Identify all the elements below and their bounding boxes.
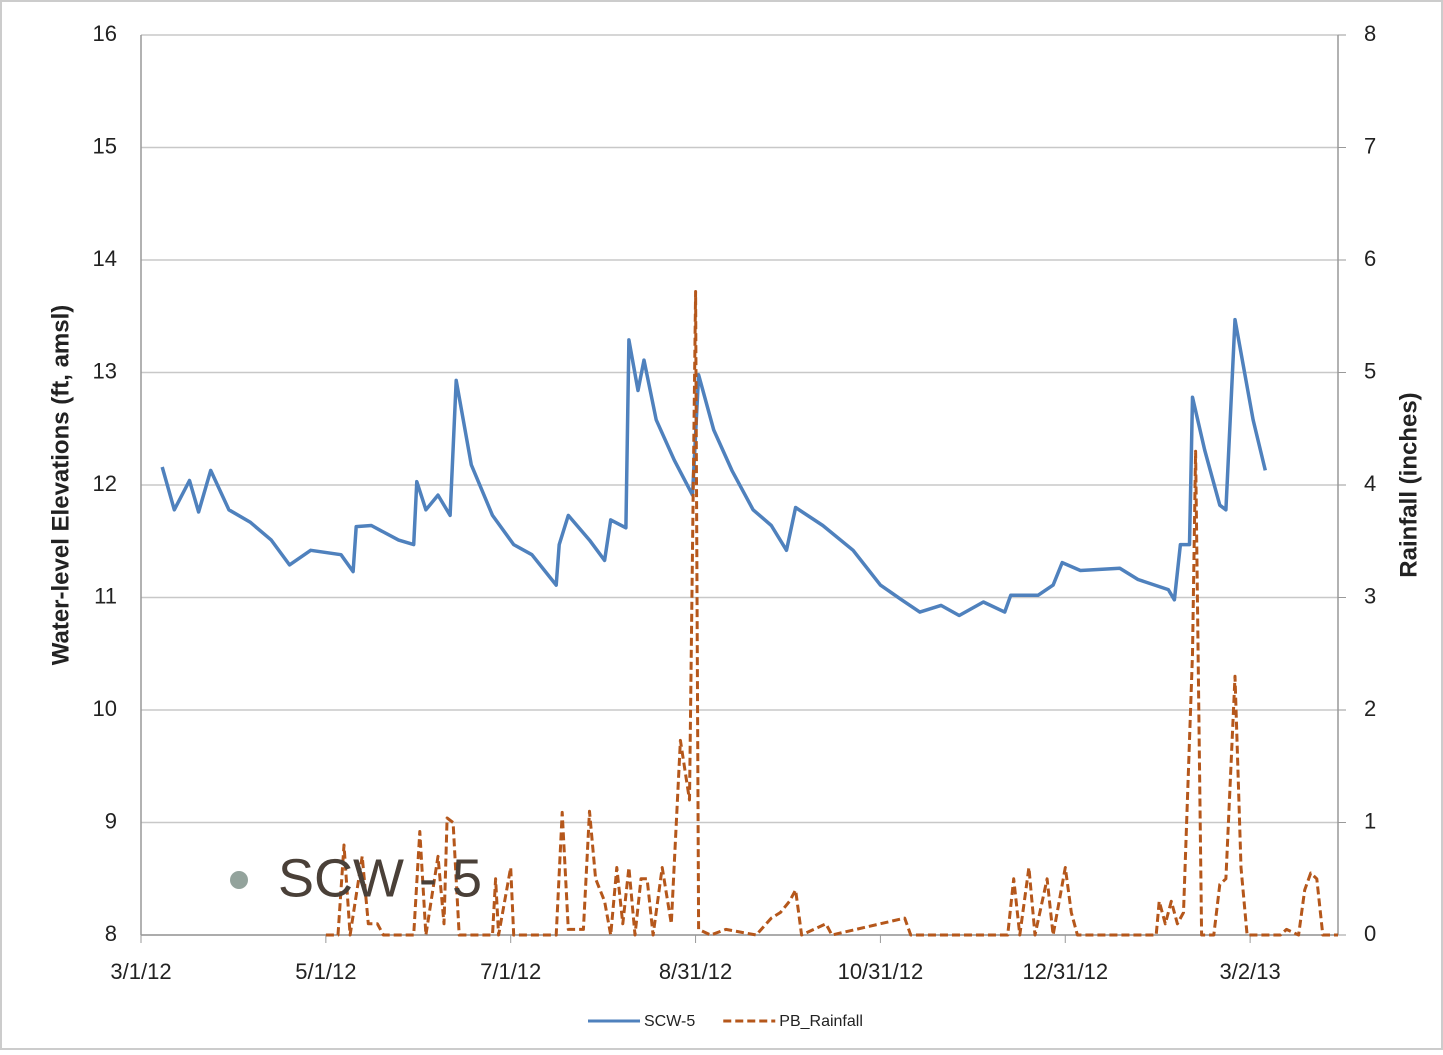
annotation: SCW - 5 xyxy=(278,848,482,908)
y-tick-label: 10 xyxy=(93,696,117,721)
y2-tick-label: 1 xyxy=(1364,808,1376,833)
x-tick-label: 3/2/13 xyxy=(1220,959,1281,984)
y2-axis-label: Rainfall (inches) xyxy=(1395,392,1422,577)
y-tick-label: 12 xyxy=(93,471,117,496)
y2-tick-label: 3 xyxy=(1364,583,1376,608)
x-tick-label: 10/31/12 xyxy=(838,959,924,984)
x-tick-label: 5/1/12 xyxy=(295,959,356,984)
y2-tick-label: 7 xyxy=(1364,133,1376,158)
bullet xyxy=(230,871,248,889)
legend-label: PB_Rainfall xyxy=(779,1013,863,1030)
y-tick-label: 15 xyxy=(93,133,117,158)
x-tick-label: 12/31/12 xyxy=(1022,959,1108,984)
x-tick-label: 8/31/12 xyxy=(659,959,732,984)
y2-tick-label: 5 xyxy=(1364,358,1376,383)
y2-tick-label: 4 xyxy=(1364,471,1376,496)
y2-tick-label: 0 xyxy=(1364,921,1376,946)
y2-tick-label: 6 xyxy=(1364,246,1376,271)
y2-tick-label: 8 xyxy=(1364,21,1376,46)
y2-tick-label: 2 xyxy=(1364,696,1376,721)
x-tick-label: 3/1/12 xyxy=(110,959,171,984)
series-line xyxy=(160,317,1268,618)
y-tick-label: 14 xyxy=(93,246,117,271)
y-axis-label: Water-level Elevations (ft, amsl) xyxy=(47,305,74,666)
x-tick-label: 7/1/12 xyxy=(480,959,541,984)
y-tick-label: 13 xyxy=(93,358,117,383)
series-line xyxy=(325,290,1338,937)
y-tick-label: 11 xyxy=(94,583,117,608)
y-tick-label: 9 xyxy=(105,808,117,833)
legend-label: SCW-5 xyxy=(644,1013,695,1030)
y-tick-label: 8 xyxy=(105,921,117,946)
y-tick-label: 16 xyxy=(93,21,117,46)
